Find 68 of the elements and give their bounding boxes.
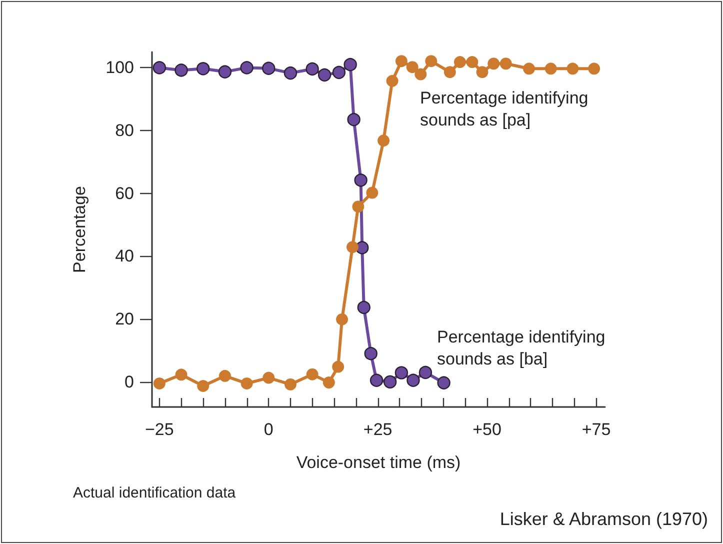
x-tick-label: −25 bbox=[145, 420, 174, 439]
point bbox=[152, 61, 166, 74]
point bbox=[414, 68, 427, 80]
point bbox=[197, 380, 210, 392]
y-tick-label: 20 bbox=[115, 310, 134, 329]
x-tick-label: +25 bbox=[363, 420, 392, 439]
point bbox=[364, 346, 378, 360]
point bbox=[240, 377, 253, 390]
point bbox=[240, 61, 254, 74]
y-tick-label: 60 bbox=[115, 184, 134, 203]
x-tick-label: 0 bbox=[264, 420, 274, 439]
point bbox=[366, 186, 378, 199]
point bbox=[175, 368, 188, 381]
x-tick-label: +75 bbox=[582, 420, 611, 439]
point bbox=[332, 66, 346, 80]
x-axis-title: Voice-onset time (ms) bbox=[296, 453, 461, 472]
point bbox=[386, 74, 398, 87]
y-tick-label: 80 bbox=[115, 121, 134, 140]
point bbox=[566, 62, 579, 75]
point bbox=[444, 66, 456, 78]
point bbox=[378, 134, 390, 147]
point bbox=[174, 64, 188, 77]
point bbox=[500, 58, 512, 70]
y-tick-label: 0 bbox=[124, 372, 134, 392]
text: Actual identification data bbox=[73, 484, 236, 502]
point bbox=[332, 360, 344, 373]
point bbox=[488, 58, 500, 70]
point bbox=[370, 374, 384, 387]
y-axis-title: Percentage bbox=[70, 186, 89, 273]
point bbox=[354, 174, 368, 187]
point bbox=[406, 374, 420, 387]
point bbox=[437, 376, 450, 390]
point bbox=[395, 55, 408, 68]
point bbox=[347, 112, 360, 126]
point bbox=[284, 66, 298, 80]
x-tick-label: +50 bbox=[472, 420, 502, 439]
point bbox=[218, 370, 231, 382]
point bbox=[418, 366, 432, 380]
annotation: Percentage identifying sounds as [pa] bbox=[420, 88, 588, 130]
point bbox=[322, 376, 335, 388]
point bbox=[306, 62, 319, 76]
y-tick-label: 40 bbox=[115, 246, 134, 266]
point bbox=[454, 56, 466, 68]
y-tick-label: 100 bbox=[106, 58, 134, 78]
point bbox=[523, 62, 535, 75]
point bbox=[544, 62, 557, 75]
point bbox=[394, 366, 408, 380]
point bbox=[196, 62, 210, 76]
point bbox=[346, 241, 359, 254]
point bbox=[262, 372, 275, 384]
point bbox=[383, 375, 397, 388]
point bbox=[284, 378, 296, 390]
point bbox=[352, 200, 364, 213]
point bbox=[466, 56, 478, 68]
point bbox=[357, 300, 370, 314]
point bbox=[344, 58, 357, 72]
point bbox=[153, 377, 166, 390]
text: Lisker & Abramson (1970) bbox=[500, 509, 708, 529]
point bbox=[588, 62, 600, 75]
point bbox=[306, 368, 318, 380]
point bbox=[336, 313, 348, 326]
point bbox=[476, 66, 488, 78]
point bbox=[318, 68, 332, 82]
point bbox=[218, 65, 232, 78]
point bbox=[262, 62, 276, 75]
point bbox=[425, 55, 438, 68]
point bbox=[406, 61, 418, 74]
annotation: Percentage identifying sounds as [ba] bbox=[437, 328, 606, 368]
